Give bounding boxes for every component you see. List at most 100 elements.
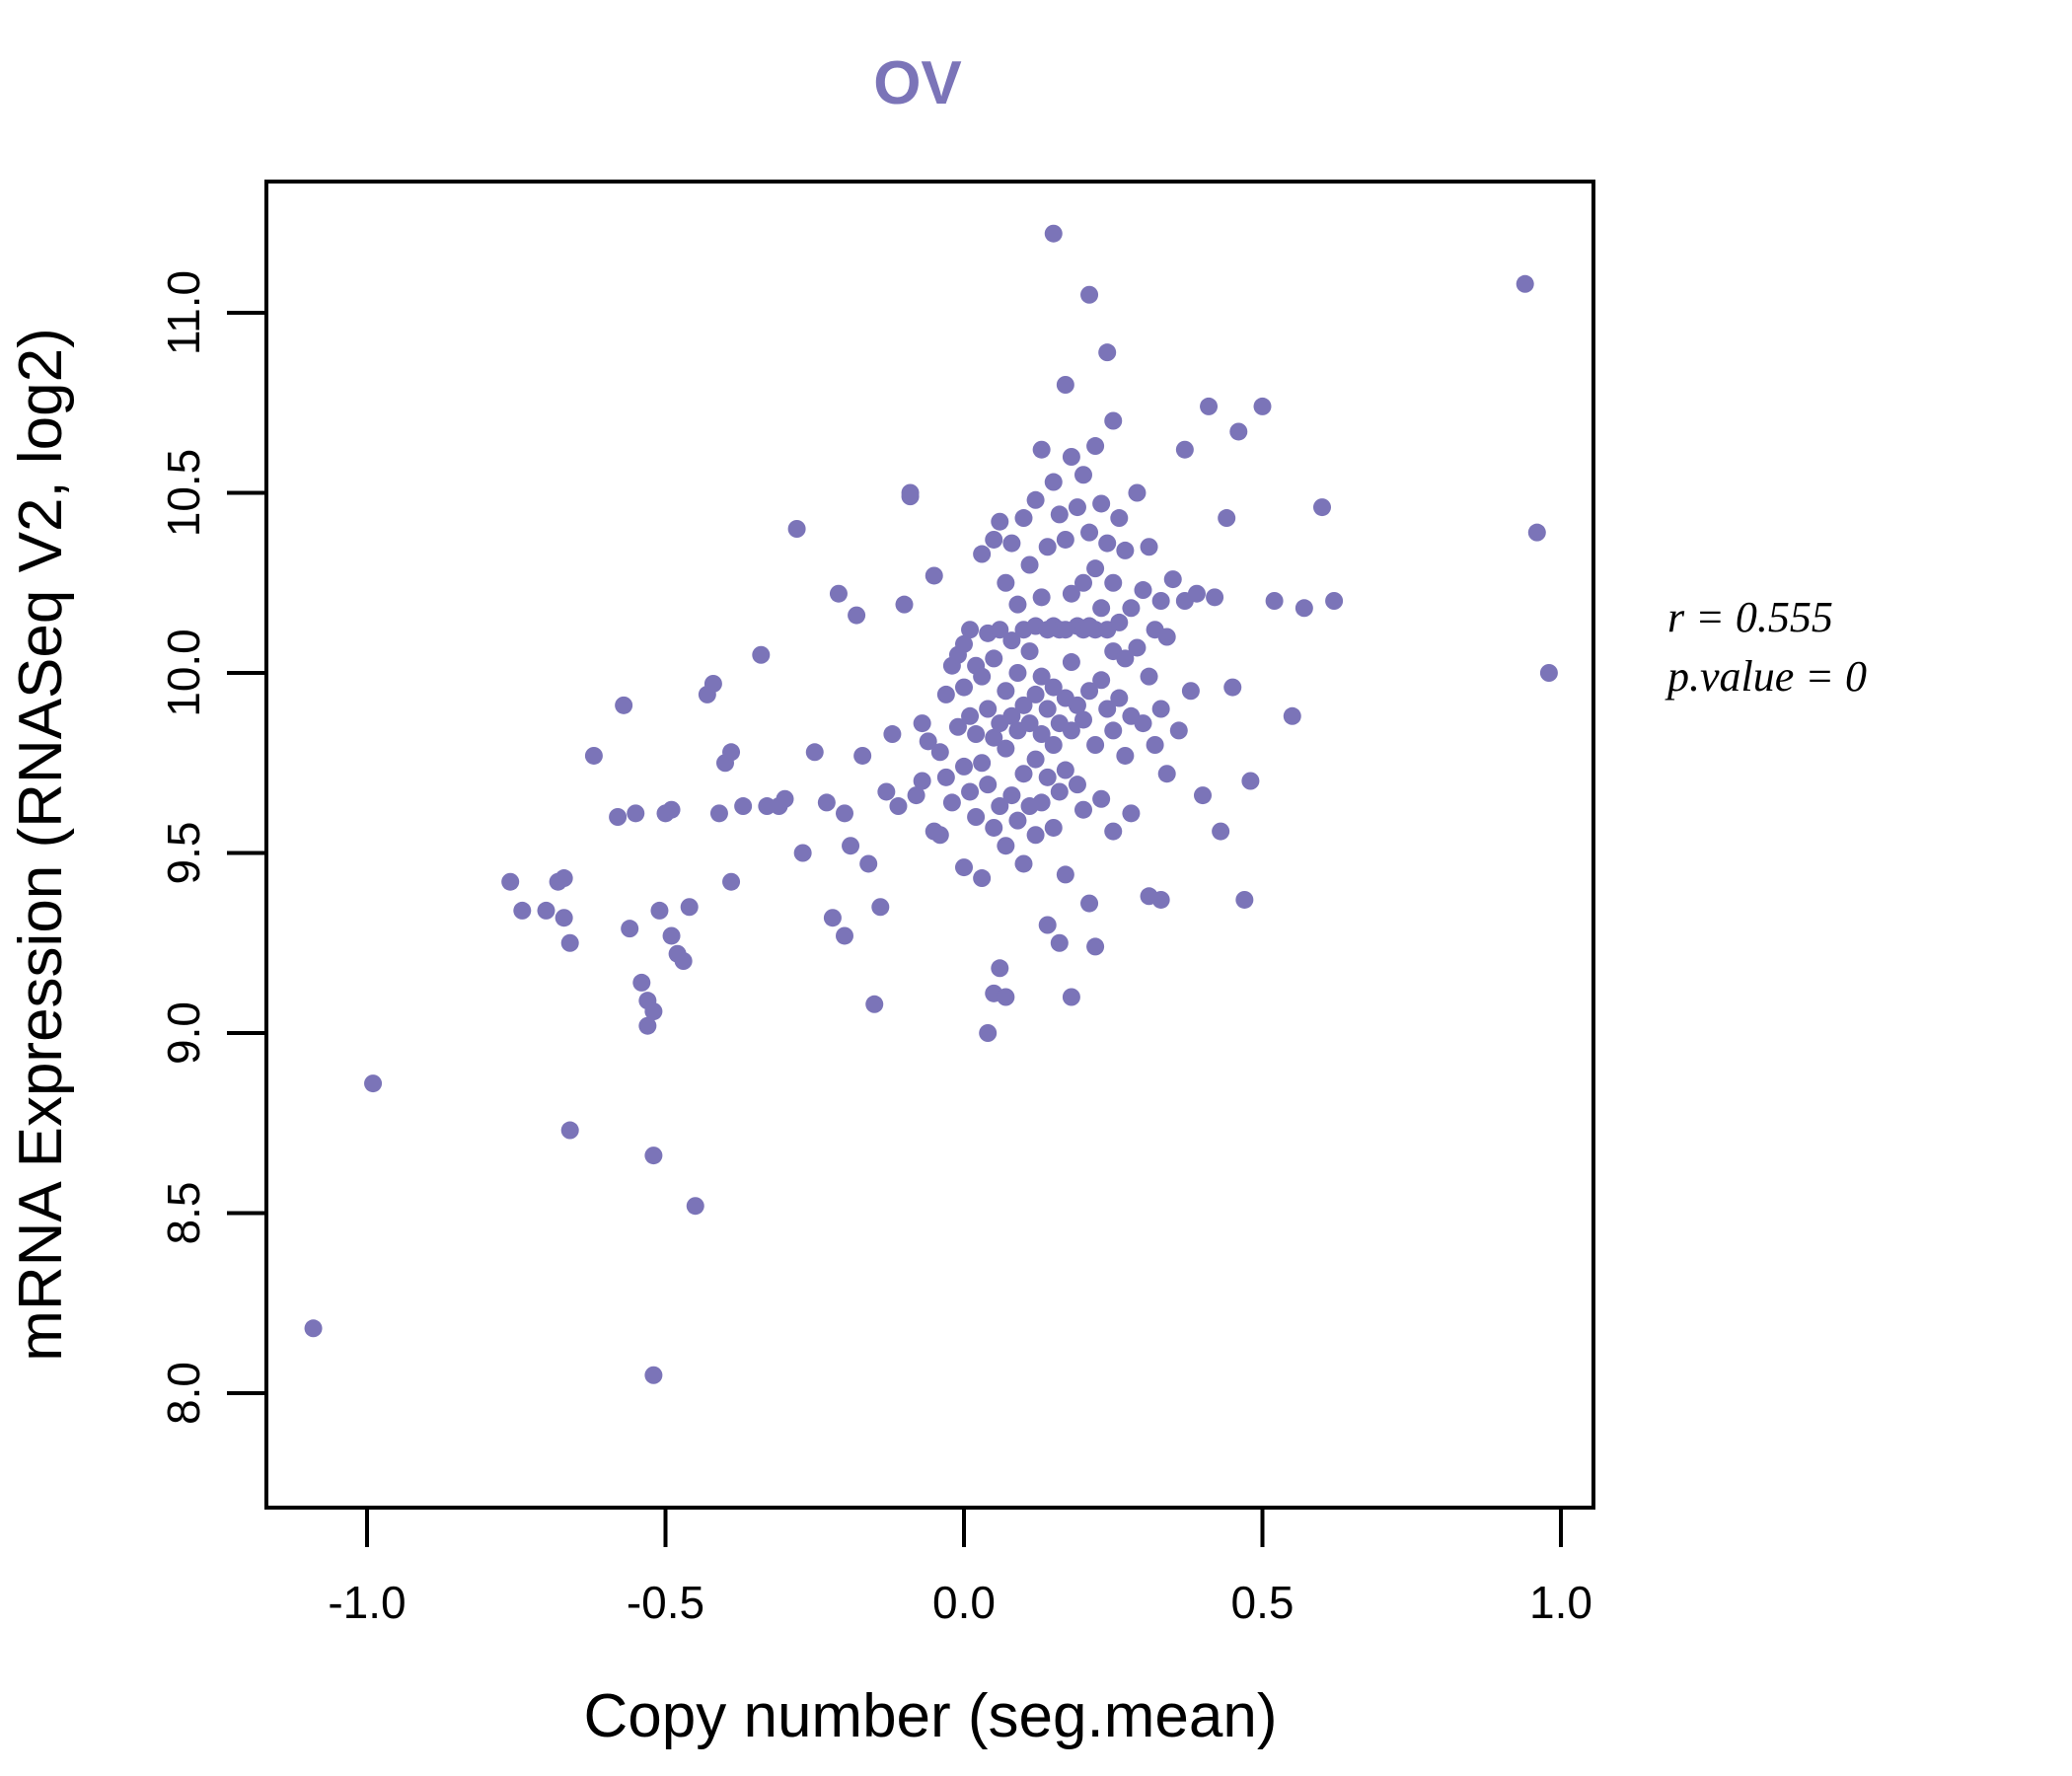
data-point [961,621,980,639]
data-point [1122,804,1141,823]
data-point [985,818,1003,837]
data-point [734,797,753,816]
data-point [883,725,902,744]
data-point [1146,736,1164,754]
data-point [555,869,573,888]
data-point [1008,595,1027,614]
data-point [1086,559,1105,578]
data-point [1134,581,1152,600]
data-point [889,797,908,816]
data-point [560,933,579,952]
data-point [1157,628,1176,646]
data-point [961,706,980,725]
data-point [650,901,669,920]
data-point [805,743,824,762]
data-point [644,1147,663,1165]
data-point [1157,765,1176,783]
data-point [1020,642,1039,661]
data-point [1002,534,1021,553]
data-point [997,988,1015,1006]
data-point [1032,793,1051,812]
data-point [936,768,955,786]
data-point [1104,822,1123,841]
data-point [1020,714,1039,733]
data-point [930,743,949,762]
data-point [848,606,866,625]
data-point [1283,706,1301,725]
data-point [1104,721,1123,740]
data-point [1080,523,1099,542]
data-point [752,645,771,664]
data-point [1086,736,1105,754]
data-point [1151,890,1170,909]
data-point [1038,916,1057,934]
data-point [644,1366,663,1384]
data-point [1175,440,1194,459]
data-point [997,837,1015,855]
data-point [913,772,931,790]
data-point [823,909,842,927]
data-point [1098,700,1117,718]
data-point [1110,613,1129,631]
data-point [1050,505,1069,524]
x-tick-label: -1.0 [328,1577,406,1628]
data-point [853,746,872,765]
data-points-layer [304,224,1558,1384]
data-point [1026,685,1045,703]
data-point [955,757,973,776]
data-point [1218,509,1236,528]
data-point [955,634,973,653]
y-tick-label: 9.5 [158,822,209,885]
data-point [979,776,998,794]
data-point [1074,573,1092,592]
data-point [304,1319,323,1338]
y-tick-label: 8.0 [158,1362,209,1425]
data-point [1062,448,1080,466]
data-point [1026,826,1045,845]
data-point [1032,588,1051,607]
data-point [680,898,699,917]
data-point [948,717,967,736]
y-tick-label: 10.5 [158,449,209,538]
data-point [709,804,728,823]
data-point [555,909,573,927]
data-point [1539,664,1558,682]
data-point [621,920,639,938]
y-tick-label: 10.0 [158,629,209,717]
data-point [513,901,532,920]
data-point [1241,772,1260,790]
data-point [1032,440,1051,459]
data-point [936,685,955,703]
x-tick-label: 0.0 [932,1577,996,1628]
data-point [1092,599,1111,618]
data-point [1092,671,1111,690]
data-point [895,595,914,614]
data-point [1008,664,1027,682]
data-point [907,786,925,805]
data-point [973,869,992,888]
data-point [662,800,681,819]
data-point [1068,776,1086,794]
data-point [1026,750,1045,769]
data-point [1002,706,1021,725]
data-point [644,1002,663,1021]
data-point [1092,789,1111,808]
data-point [1206,588,1224,607]
data-point [1050,933,1069,952]
data-point [1104,411,1123,430]
data-point [1181,682,1200,701]
data-point [1235,890,1254,909]
data-point [1056,530,1074,549]
data-point [836,804,853,823]
data-point [865,995,884,1013]
data-point [817,793,836,812]
data-point [1187,584,1206,603]
data-point [1008,811,1027,830]
data-point [1044,678,1063,697]
data-point [1194,786,1212,805]
data-point [1020,555,1039,574]
plot-frame [264,180,1595,1510]
data-point [1044,224,1063,243]
data-point [1062,584,1080,603]
